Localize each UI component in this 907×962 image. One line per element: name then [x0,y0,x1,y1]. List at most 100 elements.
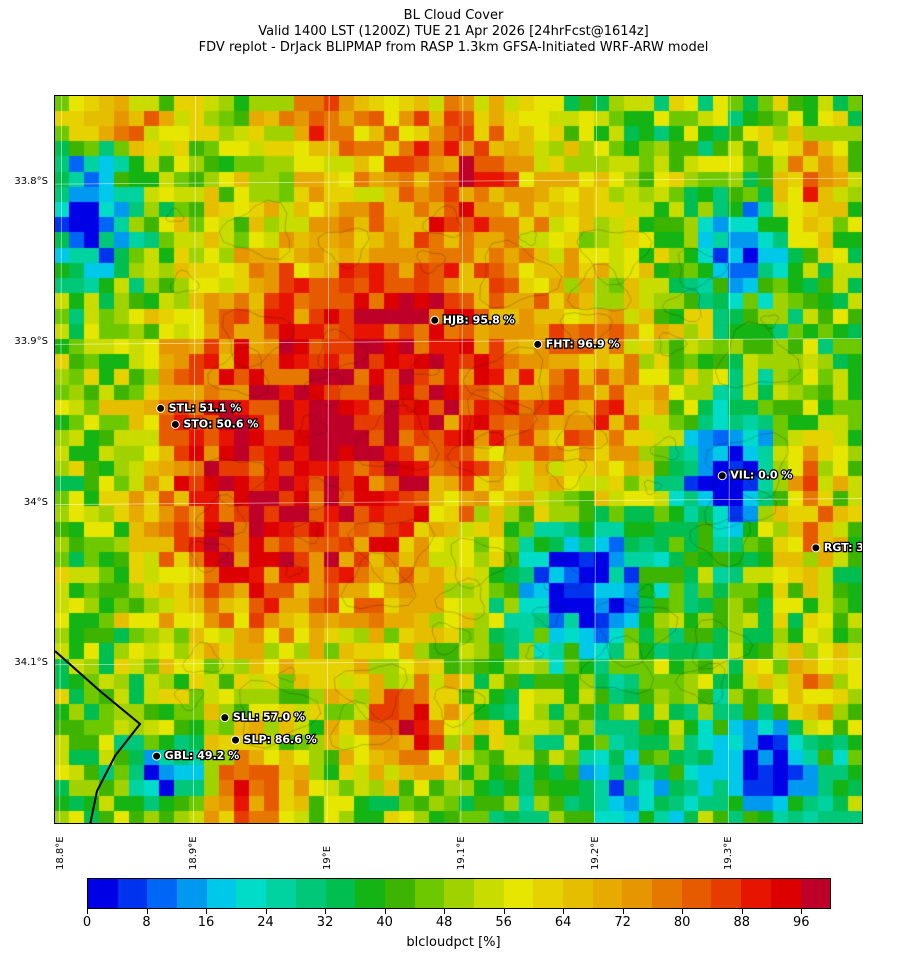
longitude-tick-label: 19.2°E [589,836,601,870]
latitude-tick-label: 33.9°S [14,336,48,348]
longitude-tick-label: 19°E [322,845,334,870]
colorbar-swatch [770,879,801,908]
graticule [55,96,862,823]
colorbar-swatch [147,879,178,908]
colorbar-swatch [414,879,445,908]
colorbar-swatch [206,879,237,908]
colorbar-swatch [177,879,207,908]
station-marker [156,403,166,413]
colorbar-swatch [503,879,534,908]
colorbar-tick [503,909,505,914]
station-label: HJB: 95.8 % [443,313,515,326]
colorbar-tick [741,909,743,914]
station-marker [170,419,180,429]
chart-title: BL Cloud Cover [403,8,504,23]
longitude-gridline [59,96,63,823]
colorbar-swatch [533,879,563,908]
longitude-gridline [193,96,196,823]
station-marker [231,735,241,745]
colorbar-tick [325,909,327,914]
station-label: STO: 50.6 % [183,417,258,430]
longitude-tick-label: 18.9°E [188,836,200,870]
colorbar-tick-label: 40 [376,915,393,930]
longitude-tick-label: 18.8°E [54,836,66,870]
station-stl: STL: 51.1 % [156,400,243,416]
longitude-tick-label: 19.1°E [455,836,467,870]
colorbar-tick-label: 72 [614,915,631,930]
colorbar-tick-label: 16 [197,915,215,930]
colorbar-tick-label: 96 [792,915,810,930]
colorbar-tick-label: 48 [435,915,453,930]
colorbar-swatch [236,879,267,908]
colorbar-swatch [355,879,385,908]
station-label: SLP: 86.6 % [244,733,317,746]
colorbar-swatch [266,879,296,908]
colorbar-tick [206,909,208,914]
colorbar-swatch [88,879,118,908]
chart-subtitle-valid-time: Valid 1400 LST (1200Z) TUE 21 Apr 2026 [… [258,24,649,39]
colorbar-tick-label: 80 [673,915,691,930]
colorbar-swatch [800,879,831,908]
latitude-gridline [55,177,862,185]
colorbar-swatch [652,879,682,908]
latitude-tick-label: 34°S [23,496,48,508]
station-label: STL: 51.1 % [169,401,242,414]
colorbar-swatch [741,879,771,908]
colorbar-tick-label: 0 [82,915,92,930]
colorbar-tick [384,909,386,914]
latitude-tick-label: 33.8°S [14,176,48,188]
colorbar-tick-label: 24 [257,915,274,930]
latitude-tick-label: 34.1°S [14,656,48,668]
colorbar-swatch [681,879,712,908]
station-marker [152,751,162,761]
colorbar-tick [146,909,148,914]
latitude-gridline [55,498,862,505]
colorbar-swatch [444,879,474,908]
latitude-gridline [55,337,862,345]
colorbar-tick-label: 64 [554,915,572,930]
station-label: VIL: 0.0 % [730,469,792,482]
station-marker [533,339,543,349]
colorbar-tick [444,909,446,914]
coastline [55,650,142,823]
station-marker [220,713,230,723]
colorbar-tick-label: 88 [733,915,750,930]
latitude-gridline [55,658,862,666]
station-hjb: HJB: 95.8 % [430,312,516,328]
colorbar-swatch [622,879,653,908]
colorbar-tick [265,909,267,914]
longitude-gridline [594,96,597,823]
colorbar [87,878,831,909]
longitude-gridline [727,96,731,823]
station-slp: SLP: 86.6 % [231,732,318,747]
station-label: SLL: 57.0 % [233,711,305,724]
colorbar-tick-label: 32 [316,915,334,930]
station-vil: VIL: 0.0 % [717,467,794,483]
colorbar-swatch [384,879,415,908]
colorbar-swatch [711,879,742,908]
chart-subtitle-model: FDV replot - DrJack BLIPMAP from RASP 1.… [198,40,709,55]
cloud-cover-field [55,96,862,823]
colorbar-swatch [592,879,623,908]
station-gbl: GBL: 49.2 % [152,748,241,763]
station-marker [430,315,440,325]
station-label: GBL: 49.2 % [165,749,240,762]
station-rgt: RGT: 37.0 % [811,540,863,555]
station-marker [811,543,821,553]
longitude-gridline [460,96,464,823]
longitude-tick-label: 19.3°E [723,836,735,870]
colorbar-swatch [295,879,326,908]
colorbar-swatch [563,879,593,908]
station-label: RGT: 37.0 % [824,541,863,554]
colorbar-tick [563,909,565,914]
station-sto: STO: 50.6 % [170,416,260,432]
colorbar-tick [622,909,624,914]
station-marker [717,471,727,481]
map-frame: HJB: 95.8 % FHT: 96.9 % STL: 51.1 % STO: 50… [54,95,863,824]
colorbar-tick-label: 56 [495,915,512,930]
map-overlay: HJB: 95.8 % FHT: 96.9 % STL: 51.1 % STO: 50… [55,96,863,823]
colorbar-swatch [473,879,504,908]
colorbar-tick [682,909,684,914]
colorbar-tick [87,909,88,914]
colorbar-tick [801,909,803,914]
